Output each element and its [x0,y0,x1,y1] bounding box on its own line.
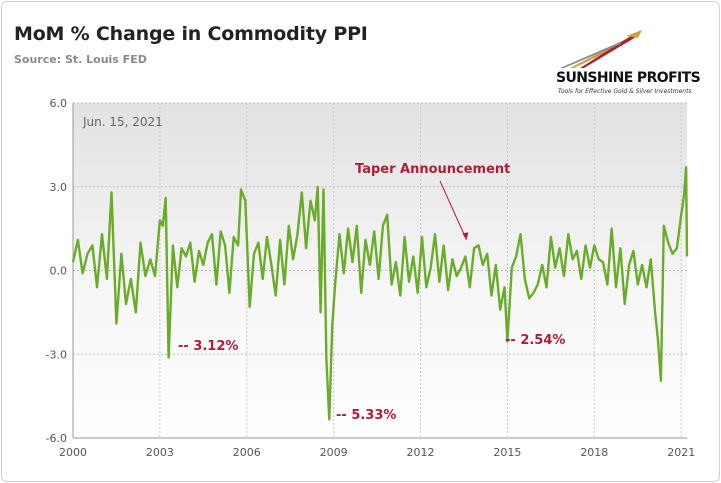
x-tick-label: 2000 [59,446,87,459]
chart-title: MoM % Change in Commodity PPI [14,23,368,45]
x-tick-label: 2018 [580,446,608,459]
x-tick-label: 2015 [493,446,521,459]
x-tick-label: 2009 [320,446,348,459]
y-tick-label: 6.0 [50,97,68,110]
annotation-arrow [439,180,466,238]
annotation-taper: Taper Announcement [355,162,510,177]
grid [72,102,687,439]
annotation-low-value: -- 3.12% [178,339,238,354]
x-tick-label: 2012 [407,446,435,459]
annotation-arrowhead [462,232,469,241]
y-tick-label: -3.0 [46,348,67,361]
x-tick-label: 2003 [146,446,174,459]
y-tick-label: -6.0 [46,432,67,445]
series-line [71,165,689,421]
annotation-low-value: -- 2.54% [505,333,565,348]
x-tick-label: 2021 [667,446,695,459]
x-tick-label: 2006 [233,446,261,459]
logo-name: SUNSHINE PROFITS [556,70,701,86]
annotations: Taper Announcement -- 3.12% -- 5.33% -- 2.5… [178,162,565,423]
date-label: Jun. 15, 2021 [82,115,163,129]
annotation-low-value: -- 5.33% [336,408,396,423]
sunshine-profits-logo: SUNSHINE PROFITS Tools for Effective Gol… [550,28,710,100]
chart-source: Source: St. Louis FED [14,53,147,66]
logo-tagline: Tools for Effective Gold & Silver Invest… [558,88,692,95]
logo-swoosh-icon [560,30,642,68]
y-tick-label: 3.0 [50,181,68,194]
y-tick-label: 0.0 [50,265,68,278]
